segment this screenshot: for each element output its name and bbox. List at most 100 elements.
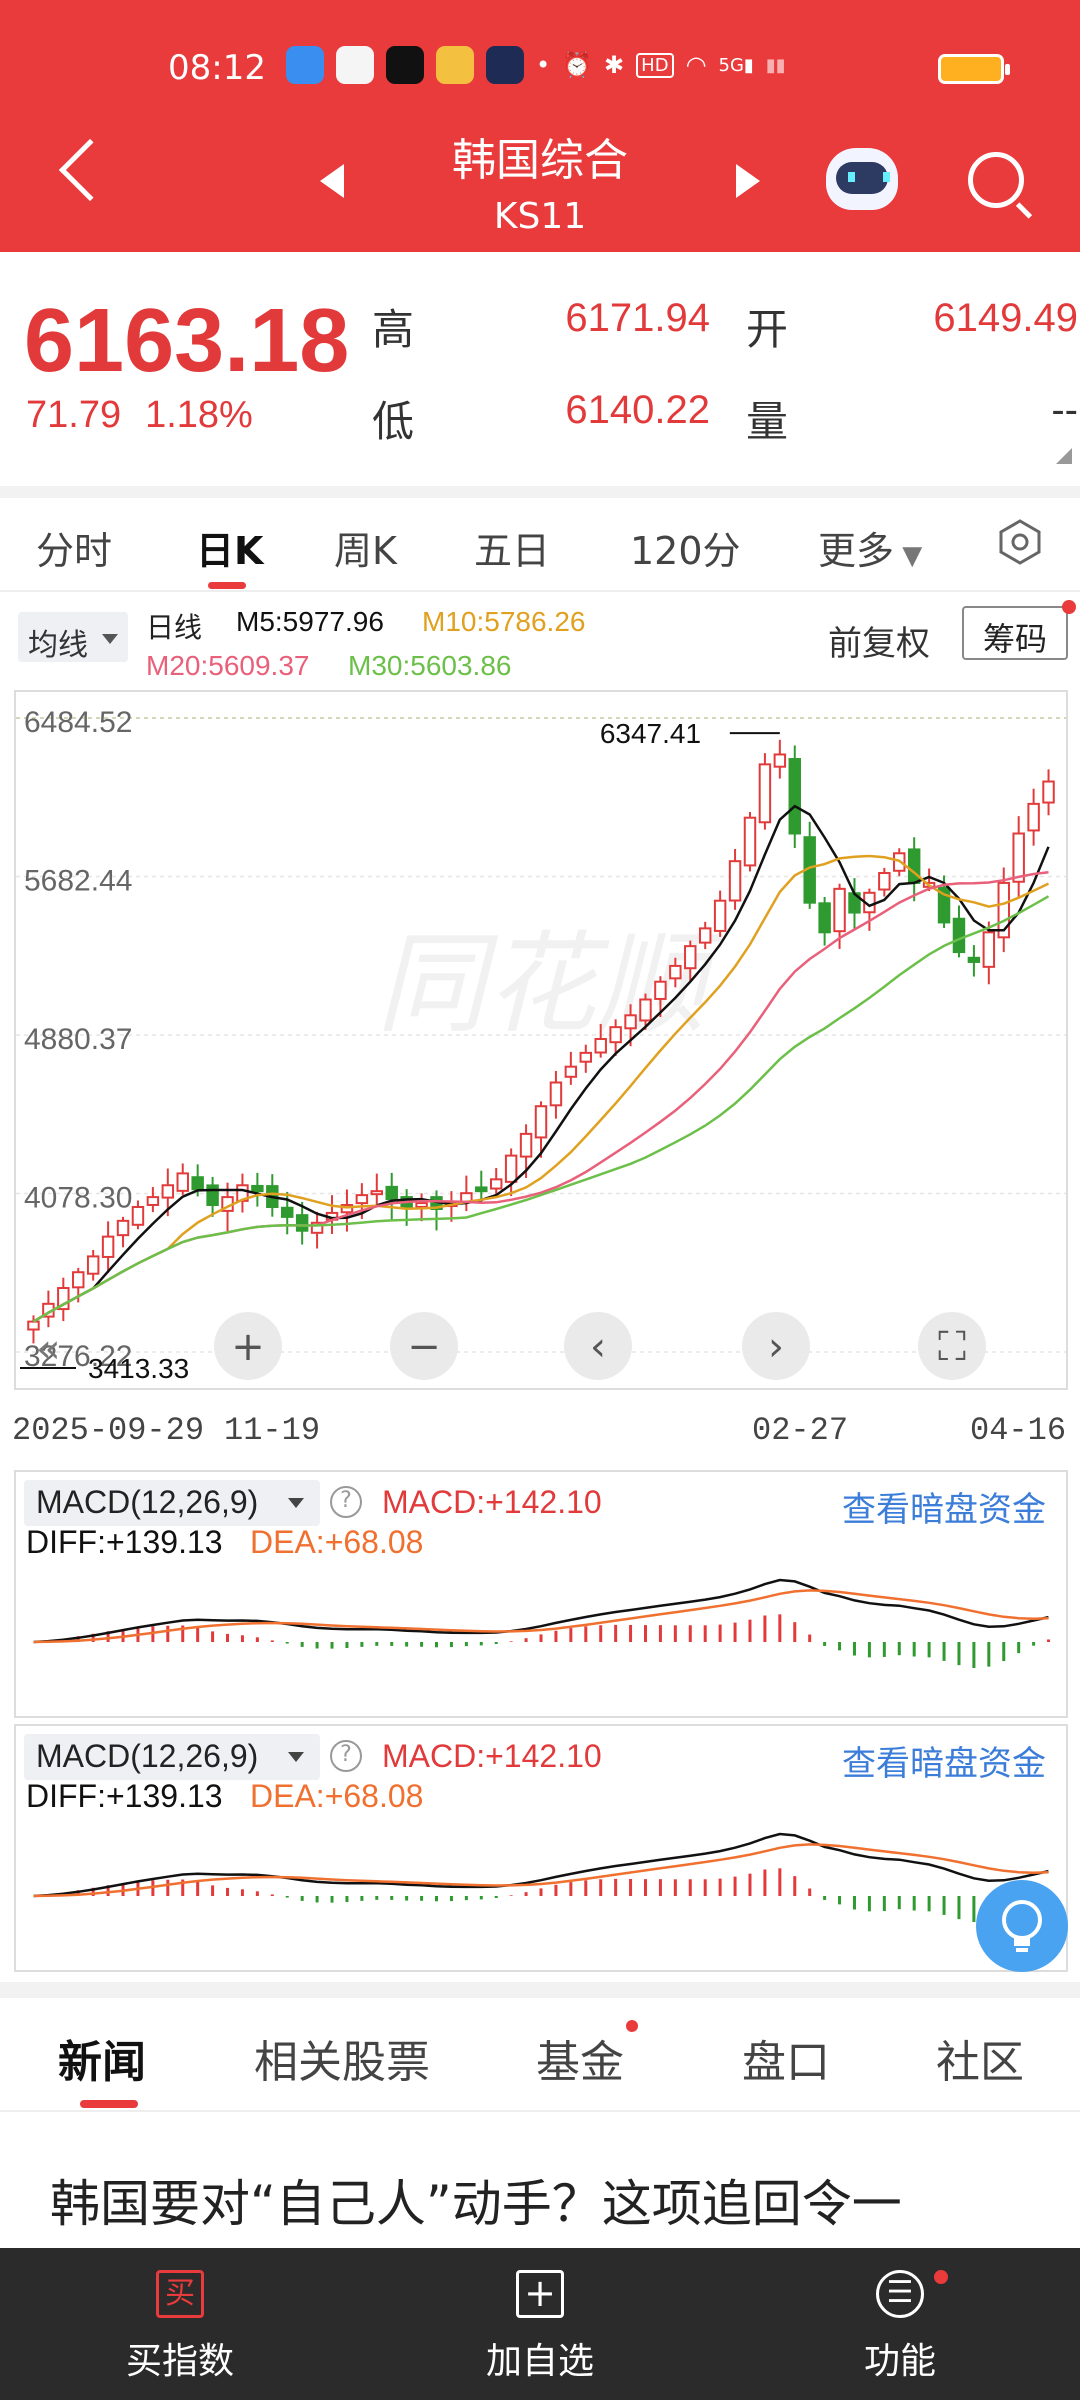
ma5-line (32, 804, 1050, 1323)
macd-value: MACD:+142.10 (382, 1484, 602, 1520)
signal-5g-icon: 5G▮ (718, 54, 754, 76)
ma-selector-button[interactable]: 均线 (18, 612, 128, 663)
candle-down (206, 1184, 219, 1207)
chip-distribution-button[interactable]: 筹码 (962, 606, 1068, 660)
functions-button[interactable]: ☰ 功能 (750, 2248, 1050, 2400)
dea-value: DEA:+68.08 (250, 1778, 424, 1814)
next-index-icon[interactable] (736, 164, 760, 198)
tab-daily-k[interactable]: 日K (196, 529, 264, 573)
svg-text:+: + (231, 1324, 265, 1370)
macd-panel-2[interactable]: MACD(12,26,9) ? MACD:+142.10 查看暗盘资金 DIFF… (14, 1724, 1068, 1972)
game-app-icon (436, 46, 474, 84)
open-value: 6149.49 (933, 296, 1078, 340)
candle-up (833, 887, 846, 933)
macd-value: MACD:+142.10 (382, 1738, 602, 1774)
change-percent: 1.18% (145, 394, 253, 436)
rewind-icon[interactable]: « (36, 1326, 60, 1372)
candle-down (251, 1184, 264, 1193)
macd-selector[interactable] (24, 1734, 320, 1780)
zoom-out-icon[interactable]: − (390, 1312, 458, 1380)
dot-icon: • (536, 51, 551, 79)
candle-up (1042, 780, 1055, 804)
macd-title: MACD(12,26,9) (36, 1484, 259, 1520)
candle-up (489, 1178, 503, 1190)
candle-up (1027, 802, 1040, 832)
kline-chart[interactable]: 同花顺 6484.52 5682.44 4880.37 4078.30 3276.22 63… (14, 690, 1068, 1390)
dea-value: DEA:+68.08 (250, 1524, 424, 1560)
settings-hexagon-icon[interactable] (996, 518, 1044, 566)
macd-svg (33, 1578, 1051, 1668)
help-icon[interactable]: ? (330, 1486, 362, 1518)
ma20-value: M20:5609.37 (146, 650, 310, 681)
divider (0, 590, 1080, 592)
dark-pool-link[interactable]: 查看暗盘资金 (842, 1744, 1046, 1784)
tab-120min[interactable]: 120分 (630, 529, 741, 573)
svg-text:‹: ‹ (590, 1324, 606, 1370)
buy-icon: 买 (156, 2270, 204, 2318)
signal-icon: ▮▮ (765, 54, 786, 76)
period-tabs: 分时 日K 周K 五日 120分 更多 ▼ (0, 502, 1080, 590)
candle-up (161, 1184, 175, 1199)
ma30-line (32, 895, 1050, 1323)
candle-up (982, 931, 996, 968)
buy-index-button[interactable]: 买 买指数 (30, 2248, 330, 2400)
macd-panel-1[interactable]: MACD(12,26,9) ? MACD:+142.10 查看暗盘资金 DIFF… (14, 1470, 1068, 1718)
tab-community[interactable]: 社区 (936, 2037, 1024, 2088)
candle-up (669, 964, 682, 980)
alarm-icon: ⏰ (562, 51, 593, 79)
lightbulb-float-button[interactable] (976, 1880, 1068, 1972)
active-tab-indicator (208, 582, 246, 589)
candle-up (355, 1194, 369, 1205)
candle-up (86, 1255, 100, 1275)
robot-assistant-icon[interactable] (826, 148, 898, 210)
back-icon[interactable] (58, 138, 122, 202)
dark-pool-link[interactable]: 查看暗盘资金 (842, 1490, 1046, 1530)
candle-up (564, 1065, 578, 1078)
tab-related-stocks[interactable]: 相关股票 (254, 2037, 430, 2088)
candle-up (549, 1081, 563, 1107)
fullscreen-icon[interactable]: ⛶ (918, 1312, 986, 1380)
quote-panel: 6163.18 71.79 1.18% 高 6171.94 开 6149.49 低… (0, 252, 1080, 488)
add-watchlist-label: 加自选 (485, 2341, 594, 2382)
price-change: 71.79 1.18% (26, 394, 277, 437)
ma10-line (32, 854, 1050, 1323)
divider (0, 1982, 1080, 1998)
tab-order-book[interactable]: 盘口 (742, 2037, 830, 2088)
candle-down (191, 1176, 204, 1191)
candle-down (295, 1214, 309, 1232)
tab-intraday[interactable]: 分时 (36, 529, 113, 573)
tab-funds[interactable]: 基金 (536, 2037, 624, 2088)
candle-up (57, 1287, 70, 1311)
zoom-in-icon[interactable]: + (214, 1312, 282, 1380)
tab-news[interactable]: 新闻 (58, 2037, 146, 2088)
prev-index-icon[interactable] (320, 164, 344, 198)
tab-weekly-k[interactable]: 周K (334, 529, 397, 573)
candle-down (788, 758, 801, 835)
expand-corner-icon[interactable] (1056, 448, 1072, 464)
scroll-left-icon[interactable]: ‹ (564, 1312, 632, 1380)
min-price-marker: 3413.33 (88, 1353, 189, 1384)
x-label-start: 2025-09-29 (12, 1412, 205, 1449)
tab-more[interactable]: 更多 ▼ (818, 520, 922, 575)
y-tick-label: 4078.30 (24, 1181, 132, 1214)
y-tick-label: 4880.37 (24, 1023, 132, 1056)
candle-down (937, 886, 951, 924)
search-icon[interactable] (968, 152, 1024, 208)
macd-selector[interactable] (24, 1480, 320, 1526)
add-watchlist-icon: + (516, 2270, 564, 2318)
adjust-mode-label[interactable]: 前复权 (828, 624, 930, 664)
tab-five-day[interactable]: 五日 (474, 529, 551, 573)
candle-up (624, 1014, 637, 1030)
chevron-down-icon (288, 1498, 304, 1508)
header: 08:12 • ⏰ ✱ HD ◠ 5G▮ ▮▮ 韩国综合 KS11 (0, 0, 1080, 252)
ma5-value: M5:5977.96 (236, 606, 384, 637)
add-watchlist-button[interactable]: + 加自选 (390, 2248, 690, 2400)
active-tab-indicator (80, 2100, 138, 2108)
candle-up (310, 1221, 324, 1234)
scroll-right-icon[interactable]: › (742, 1312, 810, 1380)
help-icon[interactable]: ? (330, 1740, 362, 1772)
y-tick-label: 6484.52 (24, 706, 132, 739)
news-headline[interactable]: 韩国要对“自己人”动手？这项追回令一 (50, 2175, 902, 2233)
candle-down (281, 1206, 294, 1218)
